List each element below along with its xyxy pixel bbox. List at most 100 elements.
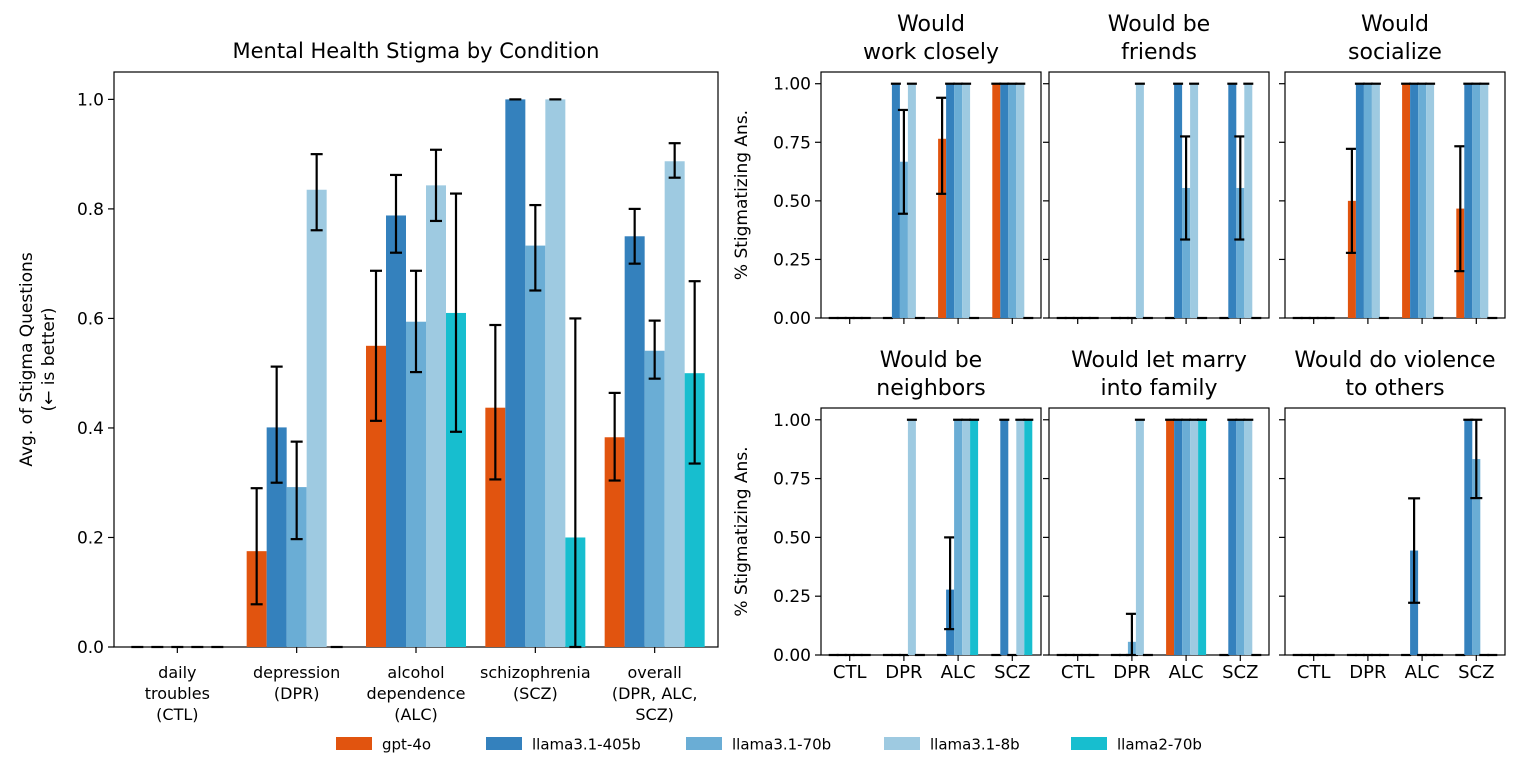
bar: [485, 407, 506, 647]
bar: [1190, 83, 1199, 318]
x-tick-label: CTL: [1297, 662, 1331, 683]
bar: [624, 236, 645, 648]
bar: [1135, 83, 1144, 318]
axes-frame: [820, 71, 1042, 319]
legend-swatch: [686, 736, 722, 750]
bar: [1174, 419, 1183, 655]
x-tick-label: SCZ): [635, 705, 674, 724]
y-tick-label: 0.0: [77, 638, 104, 658]
y-tick-label: 0.75: [773, 133, 811, 153]
bar: [1472, 459, 1481, 655]
x-tick-label: (SCZ): [513, 684, 558, 703]
y-tick-label: 0.25: [773, 587, 811, 607]
bar: [1174, 83, 1183, 318]
bar: [604, 437, 625, 647]
x-tick-label: DPR: [1349, 662, 1386, 683]
chart-title: into family: [1100, 376, 1217, 401]
bar: [1228, 83, 1237, 318]
x-tick-label: daily: [158, 663, 196, 682]
bar: [406, 321, 426, 647]
x-tick-label: (DPR): [274, 684, 320, 703]
x-tick-label: CTL: [1061, 662, 1095, 683]
chart-title: Would do violence: [1294, 348, 1495, 373]
x-tick-label: SCZ: [994, 662, 1030, 683]
bar: [1472, 83, 1481, 318]
bar: [992, 83, 1001, 318]
x-tick-label: ALC: [1169, 662, 1204, 683]
chart-title: neighbors: [876, 376, 985, 401]
bar: [1198, 419, 1207, 655]
bar: [1363, 83, 1372, 318]
y-axis-label: Avg. of Stigma Questions: [17, 252, 37, 466]
bar: [505, 99, 526, 647]
y-tick-label: 0.2: [77, 528, 104, 548]
bar: [962, 419, 971, 655]
bar: [426, 185, 446, 647]
legend-label: llama3.1-405b: [532, 735, 641, 754]
x-tick-label: DPR: [885, 662, 922, 683]
axes-frame: [1048, 71, 1270, 319]
bar: [1000, 83, 1009, 318]
legend: gpt-4o llama3.1-405b llama3.1-70b llama3…: [336, 732, 1236, 756]
y-tick-label: 0.50: [773, 192, 811, 212]
bar: [525, 245, 546, 647]
bar: [1464, 83, 1473, 318]
bar: [907, 83, 916, 318]
legend-item-llama3-1-405b: llama3.1-405b: [486, 732, 641, 756]
bar: [1236, 419, 1245, 655]
bar: [684, 373, 705, 647]
bar: [1228, 419, 1237, 655]
x-tick-label: DPR: [1113, 662, 1150, 683]
y-tick-label: 1.00: [773, 75, 811, 95]
bar: [946, 83, 955, 318]
bar: [1236, 187, 1245, 318]
chart-title: socialize: [1348, 40, 1442, 65]
bar: [1182, 419, 1191, 655]
bar: [1418, 83, 1427, 318]
x-tick-label: SCZ: [1222, 662, 1258, 683]
bar: [1410, 83, 1419, 318]
x-tick-label: SCZ: [1458, 662, 1494, 683]
bar: [1244, 419, 1253, 655]
y-tick-label: 1.0: [77, 90, 104, 110]
y-tick-label: 0.25: [773, 250, 811, 270]
bar: [1244, 83, 1253, 318]
figure: 0.0 0.2 0.4 0.6 0.8 1.0 Avg. of Stigma Questio…: [17, 12, 1506, 724]
bar: [954, 419, 963, 655]
chart-title: Would: [897, 12, 965, 37]
legend-item-gpt-4o: gpt-4o: [336, 732, 431, 756]
bar: [1480, 83, 1489, 318]
axes-frame: [820, 407, 1042, 656]
y-tick-label: 0.50: [773, 528, 811, 548]
chart-title: Would let marry: [1071, 348, 1247, 373]
bar: [954, 83, 963, 318]
bar: [899, 161, 908, 318]
y-axis-label: % Stigmatizing Ans.: [732, 110, 752, 280]
bar: [1008, 83, 1017, 318]
legend-label: gpt-4o: [382, 735, 432, 754]
bar: [1402, 83, 1411, 318]
x-tick-label: alcohol: [387, 663, 444, 682]
legend-label: llama3.1-70b: [732, 735, 832, 754]
y-tick-label: 0.75: [773, 470, 811, 490]
bar: [644, 350, 665, 647]
y-tick-label: 0.00: [773, 309, 811, 329]
bar: [1464, 419, 1473, 655]
bar: [907, 419, 916, 655]
x-tick-label: overall: [627, 663, 681, 682]
x-tick-label: depression: [253, 663, 340, 682]
bar: [286, 487, 307, 647]
bar: [1135, 419, 1144, 655]
legend-swatch: [336, 736, 372, 750]
chart-title: Would be: [880, 348, 982, 373]
bar: [962, 83, 971, 318]
x-tick-label: dependence: [367, 684, 466, 703]
bar: [446, 312, 466, 647]
y-tick-label: 0.6: [77, 309, 104, 329]
bar: [1426, 83, 1435, 318]
y-tick-label: 1.00: [773, 411, 811, 431]
bar: [1016, 83, 1025, 318]
bar: [1355, 83, 1364, 318]
bar: [938, 138, 947, 318]
bar: [545, 99, 566, 647]
